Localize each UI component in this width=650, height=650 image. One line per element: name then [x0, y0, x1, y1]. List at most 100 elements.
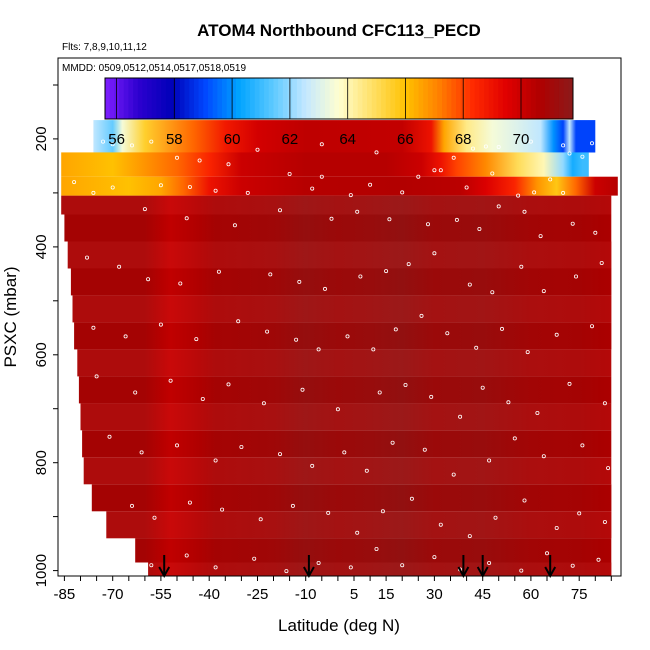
colorbar: 56 58 60 62 64 66 68 70: [104, 77, 574, 148]
sample-point: [477, 226, 482, 231]
sample-point: [541, 289, 546, 294]
colorbar-tick-label: 70: [513, 131, 530, 148]
colorbar-cell: [558, 78, 565, 119]
profile-row-shade: [81, 403, 612, 430]
y-axis-label: PSXC (mbar): [1, 266, 20, 367]
x-axis-label: Latitude (deg N): [278, 616, 400, 635]
sample-point: [149, 139, 154, 144]
sample-point: [319, 174, 324, 179]
sample-point: [174, 155, 179, 160]
profile-row-2: [67, 241, 612, 269]
sample-point: [139, 450, 144, 455]
sample-point: [101, 139, 106, 144]
sample-point: [184, 553, 189, 558]
profile-row-8: [80, 403, 612, 431]
colorbar-cell: [334, 78, 340, 119]
sample-point: [377, 390, 382, 395]
colorbar-cell: [137, 78, 143, 119]
x-tick-label: -70: [102, 586, 124, 603]
colorbar-cell: [259, 78, 265, 119]
colorbar-cell: [353, 78, 359, 119]
sample-point: [178, 281, 183, 286]
sample-point: [528, 139, 533, 144]
x-tick-label: -10: [295, 586, 317, 603]
profile-row-1: [64, 214, 612, 242]
colorbar-cell: [563, 78, 569, 119]
profile-row-10: [83, 457, 612, 485]
sample-point: [316, 561, 321, 566]
sample-point: [493, 515, 498, 520]
profile-row-shade: [61, 196, 611, 215]
sample-point: [496, 204, 501, 209]
sample-points: [72, 139, 611, 574]
colorbar-cell: [217, 78, 223, 119]
profile-row-shade: [79, 376, 611, 403]
sample-point: [117, 264, 122, 269]
colorbar-tick-label: 66: [397, 131, 414, 148]
sample-point: [355, 530, 360, 535]
sample-point: [422, 447, 427, 452]
colorbar-cell: [507, 78, 513, 119]
top-layer-2: [61, 176, 618, 196]
colorbar-cell: [376, 78, 382, 119]
sample-point: [554, 526, 559, 531]
sample-point: [496, 144, 501, 149]
sample-point: [252, 556, 257, 561]
colorbar-tick-label: 58: [166, 131, 183, 148]
colorbar-cell: [245, 78, 251, 119]
sample-point: [602, 401, 607, 406]
sample-point: [525, 350, 530, 355]
sample-point: [261, 401, 266, 406]
profile-row-14: [148, 562, 612, 576]
colorbar-cell: [465, 78, 471, 119]
sample-point: [458, 414, 463, 419]
colorbar-cell: [549, 78, 555, 119]
sample-point: [451, 155, 456, 160]
colorbar-cell: [339, 78, 345, 119]
colorbar-cell: [151, 78, 157, 119]
sample-point: [142, 207, 147, 212]
sample-point: [522, 498, 527, 503]
sample-point: [91, 325, 96, 330]
profile-row-13: [135, 538, 612, 563]
colorbar-cell: [320, 78, 326, 119]
sample-point: [297, 279, 302, 284]
y-axis: 200 400 600 800 1000: [33, 84, 58, 587]
heatmap: [61, 120, 618, 576]
colorbar-cell: [315, 78, 321, 119]
sample-point: [480, 385, 485, 390]
sample-point: [239, 444, 244, 449]
colorbar-cell: [273, 78, 279, 119]
sample-point: [348, 193, 353, 198]
colorbar-cell: [254, 78, 260, 119]
sample-point: [593, 230, 598, 235]
colorbar-cell: [189, 78, 195, 119]
sample-point: [213, 458, 218, 463]
sample-point: [432, 555, 437, 560]
profile-row-shade: [82, 430, 611, 457]
sample-point: [348, 565, 353, 570]
sample-point: [506, 400, 511, 405]
sample-point: [522, 209, 527, 214]
sample-point: [467, 282, 472, 287]
sample-point: [216, 269, 221, 274]
sample-point: [152, 515, 157, 520]
sample-point: [416, 174, 421, 179]
sample-point: [596, 557, 601, 562]
sample-point: [226, 162, 231, 167]
sample-point: [425, 222, 430, 227]
sample-point: [174, 443, 179, 448]
sample-point: [213, 188, 218, 193]
colorbar-cell: [437, 78, 443, 119]
colorbar-cell: [296, 78, 302, 119]
colorbar-cell: [212, 78, 218, 119]
colorbar-cell: [343, 78, 349, 119]
sample-point: [368, 182, 373, 187]
sample-point: [364, 468, 369, 473]
marker-arrow-head: [158, 566, 171, 579]
colorbar-cell: [432, 78, 438, 119]
colorbar-cell: [535, 78, 541, 119]
colorbar-cell: [268, 78, 274, 119]
colorbar-cell: [264, 78, 270, 119]
colorbar-cell: [329, 78, 335, 119]
